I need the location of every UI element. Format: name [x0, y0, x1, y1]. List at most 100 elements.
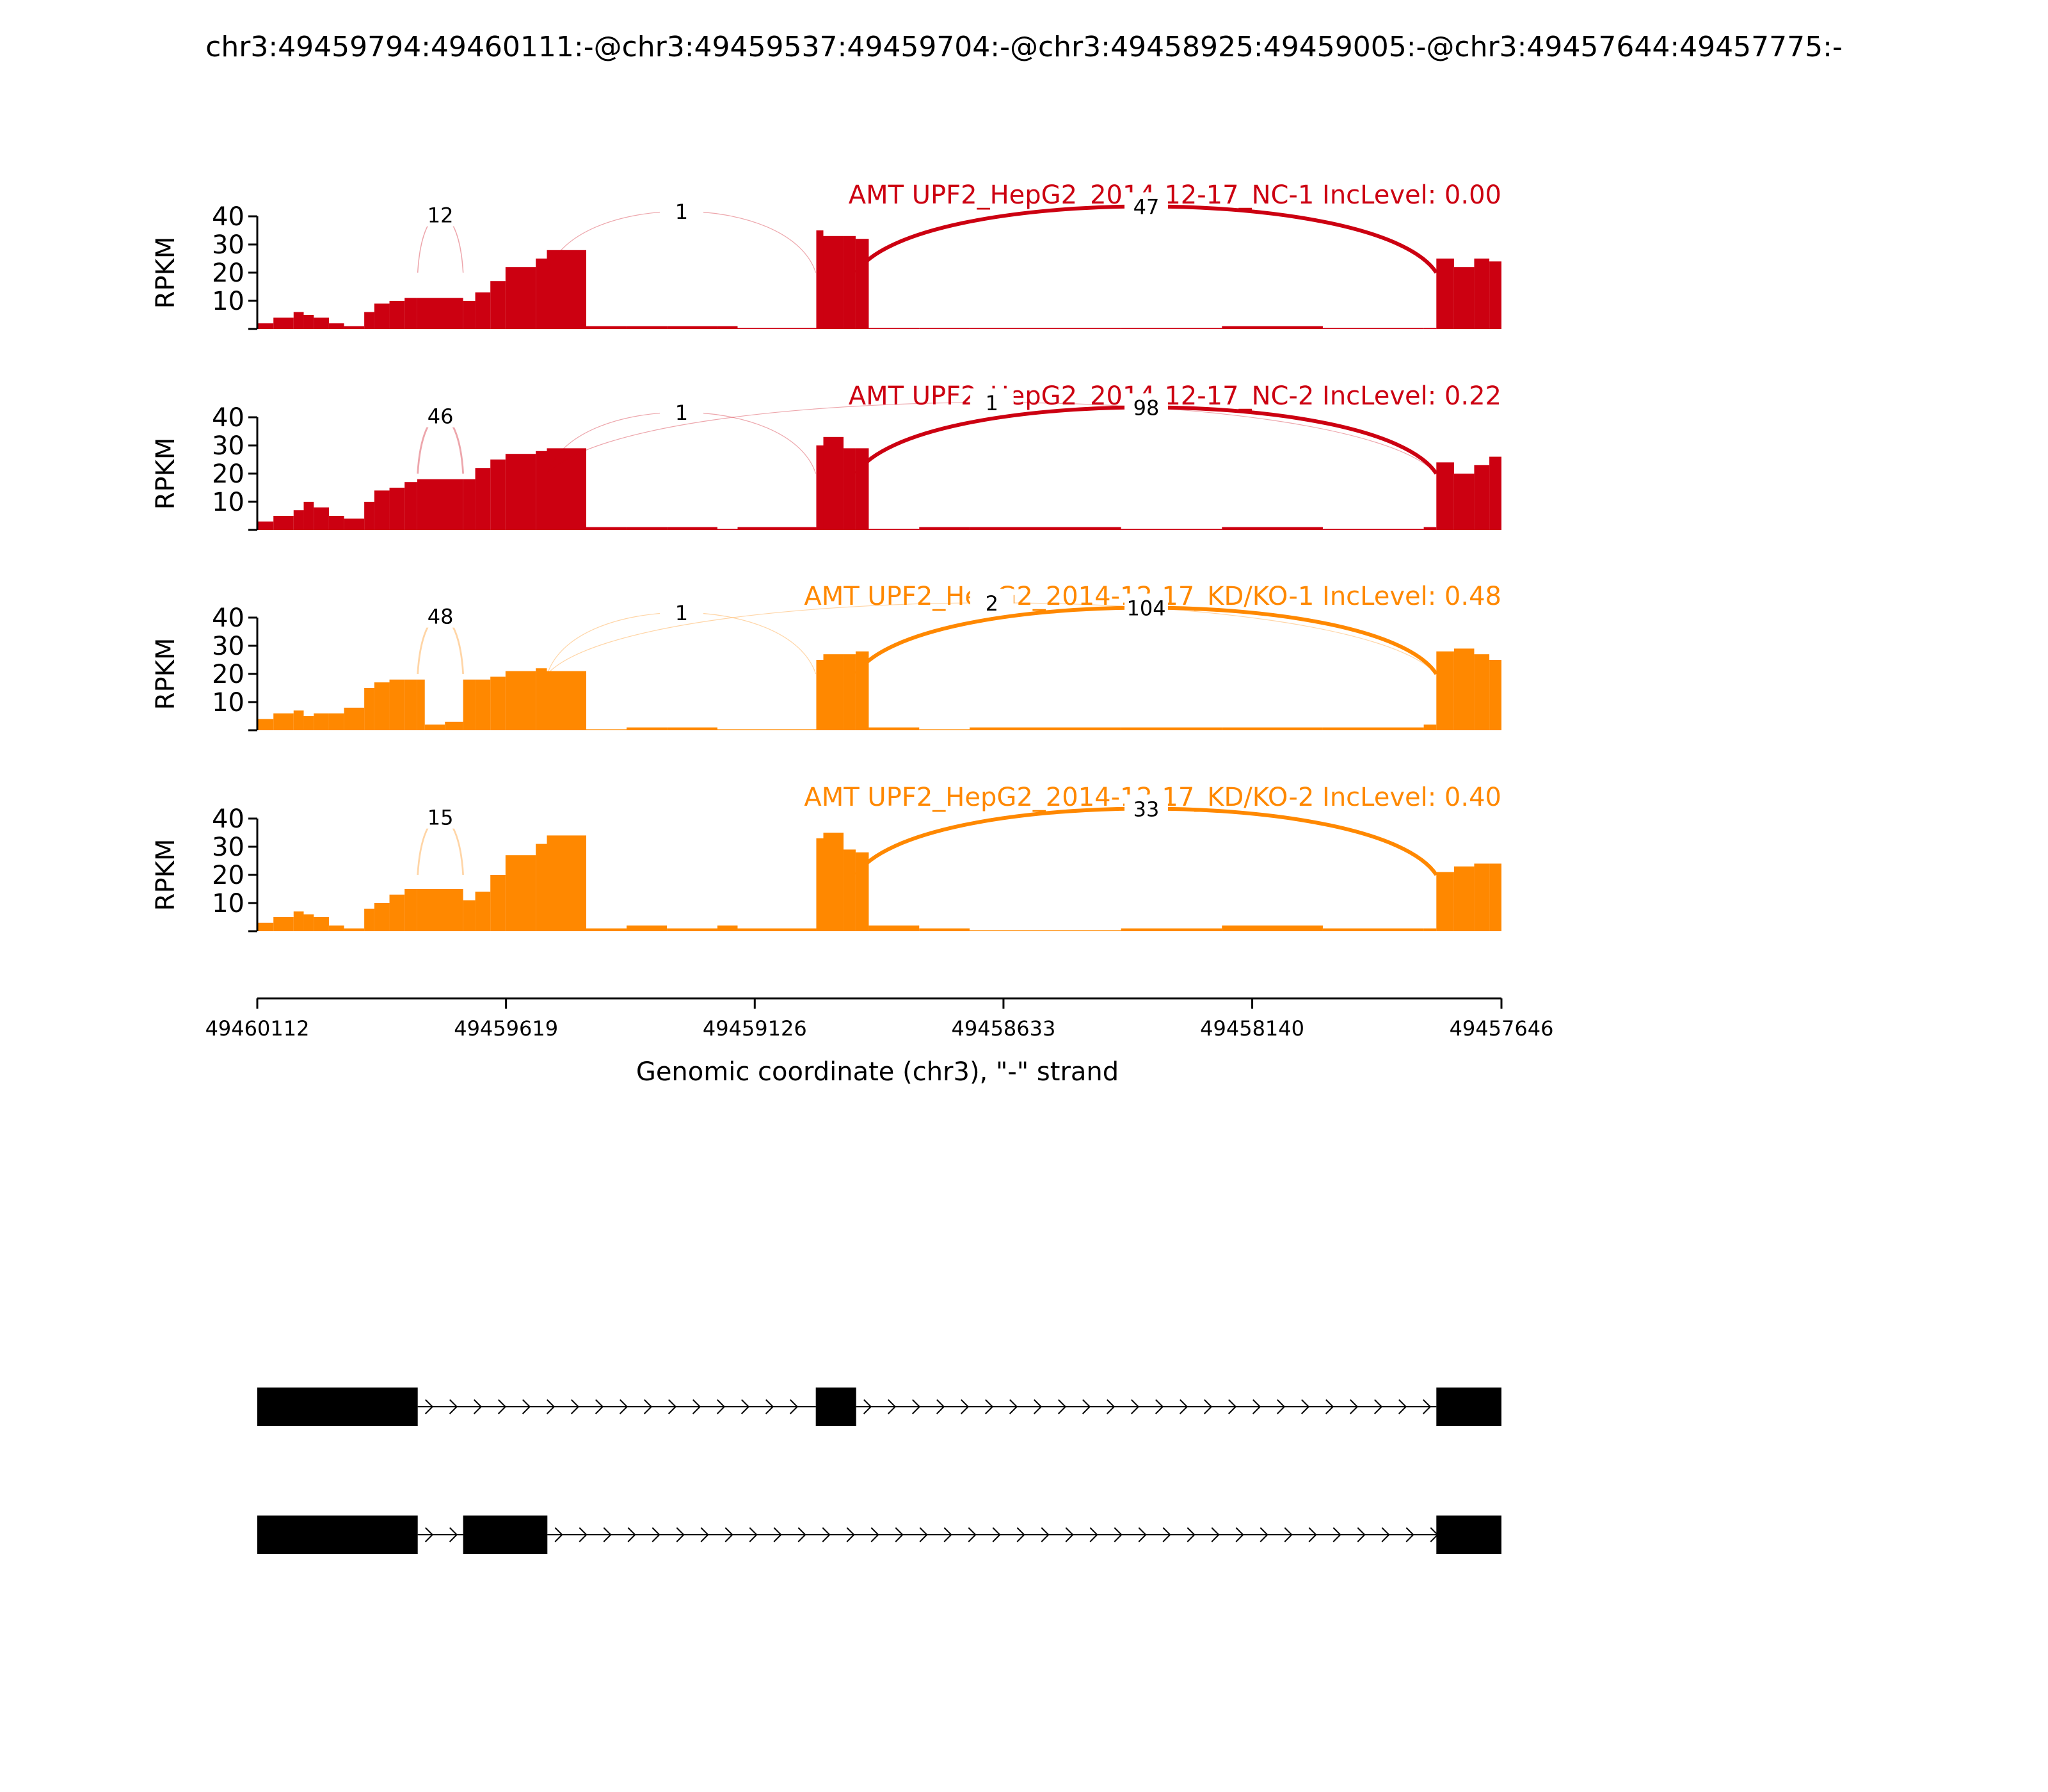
strand-arrow-icon	[554, 1527, 563, 1542]
junction-label-bg	[419, 803, 463, 829]
y-tick-label: 30	[212, 833, 244, 862]
coverage-bar	[374, 903, 390, 931]
coverage-bar	[536, 259, 547, 329]
strand-arrow-icon	[1405, 1527, 1414, 1542]
junction-label: 46	[428, 404, 454, 429]
strand-arrow-icon	[1058, 1399, 1067, 1414]
strand-arrow-icon	[1374, 1399, 1383, 1414]
coverage-bar	[1474, 863, 1490, 931]
junction-label-bg	[970, 388, 1014, 414]
strand-arrow-icon	[1211, 1527, 1220, 1542]
coverage-bar	[505, 267, 536, 329]
exon-block	[463, 1516, 548, 1554]
coverage-bar	[919, 928, 970, 931]
isoform-2	[257, 1516, 1501, 1554]
coverage-bar	[547, 671, 586, 730]
y-tick-label: 10	[212, 889, 244, 918]
strand-arrow-icon	[870, 1527, 879, 1542]
coverage-bar	[303, 315, 314, 329]
y-tick-label: 20	[212, 861, 244, 890]
junction-label: 47	[1133, 195, 1160, 219]
coverage-bar	[505, 671, 536, 730]
strand-arrow-icon	[668, 1399, 677, 1414]
strand-arrow-icon	[1016, 1527, 1025, 1542]
y-tick-label: 20	[212, 259, 244, 288]
coverage-bar	[1222, 527, 1323, 530]
y-tick-label: 40	[212, 604, 244, 633]
isoform-models	[257, 1388, 1501, 1554]
coverage-bar	[328, 516, 344, 530]
coverage-bar	[404, 889, 417, 931]
strand-arrow-icon	[1260, 1527, 1268, 1542]
coverage-bar	[586, 729, 627, 730]
coverage-bar	[273, 917, 294, 931]
coverage-bar	[868, 328, 920, 329]
coverage-bar	[273, 713, 294, 730]
isoform-1	[257, 1388, 1501, 1426]
coverage-bar	[1423, 724, 1437, 730]
coverage-bar	[1322, 529, 1424, 530]
strand-arrow-icon	[1187, 1527, 1196, 1542]
coverage-bar	[475, 892, 491, 931]
strand-arrow-icon	[895, 1527, 904, 1542]
y-tick-label: 20	[212, 460, 244, 489]
y-tick-label: 30	[212, 230, 244, 260]
coverage-bar	[823, 236, 844, 329]
junction-label-bg	[1124, 393, 1169, 419]
coverage-bar	[816, 230, 824, 329]
coverage-bar	[1453, 648, 1475, 730]
strand-arrow-icon	[919, 1527, 928, 1542]
strand-arrow-icon	[961, 1399, 970, 1414]
strand-arrow-icon	[546, 1399, 556, 1414]
strand-arrow-icon	[1162, 1527, 1171, 1542]
coverage-bar	[1489, 863, 1501, 931]
y-tick-label: 20	[212, 660, 244, 689]
coverage-bar	[475, 468, 491, 530]
coverage-bar	[293, 510, 304, 530]
coverage-bar	[1423, 928, 1437, 931]
strand-arrow-icon	[773, 1527, 782, 1542]
coverage-bar	[490, 875, 506, 931]
coverage-bar	[1222, 727, 1323, 730]
coverage-bar	[417, 679, 425, 730]
y-axis-label: RPKM	[151, 638, 180, 710]
strand-arrow-icon	[1398, 1399, 1407, 1414]
coverage-bar	[1322, 727, 1424, 730]
coverage-bar	[344, 707, 365, 730]
y-tick-label: 10	[212, 488, 244, 517]
coverage-bar	[737, 729, 817, 730]
exon-block	[815, 1388, 856, 1426]
coverage-bar	[667, 928, 717, 931]
coverage-bar	[344, 928, 365, 931]
strand-arrow-icon	[424, 1399, 434, 1414]
x-tick-label: 49458140	[1200, 1016, 1304, 1041]
strand-arrow-icon	[724, 1527, 733, 1542]
coverage-bar	[344, 326, 365, 329]
junction-label: 33	[1133, 797, 1160, 821]
junction-label-bg	[659, 398, 703, 424]
coverage-bar	[314, 917, 329, 931]
coverage-bar	[257, 323, 274, 329]
strand-arrow-icon	[1009, 1399, 1018, 1414]
exon-block	[1436, 1388, 1501, 1426]
coverage-bar	[868, 727, 920, 730]
strand-arrow-icon	[595, 1399, 604, 1414]
figure-title: chr3:49459794:49460111:-@chr3:49459537:4…	[205, 31, 1843, 63]
y-axis-label: RPKM	[151, 237, 180, 309]
coverage-bar	[547, 448, 586, 530]
coverage-bar	[257, 521, 274, 530]
coverage-bar	[823, 436, 844, 530]
junction-label: 2	[986, 591, 998, 616]
coverage-bar	[536, 451, 547, 530]
strand-arrow-icon	[1041, 1527, 1050, 1542]
y-tick-label: 30	[212, 632, 244, 661]
coverage-bar	[627, 925, 668, 931]
coverage-bar	[293, 911, 304, 931]
coverage-bar	[586, 527, 627, 530]
strand-arrow-icon	[740, 1399, 750, 1414]
coverage-bar	[374, 303, 390, 329]
